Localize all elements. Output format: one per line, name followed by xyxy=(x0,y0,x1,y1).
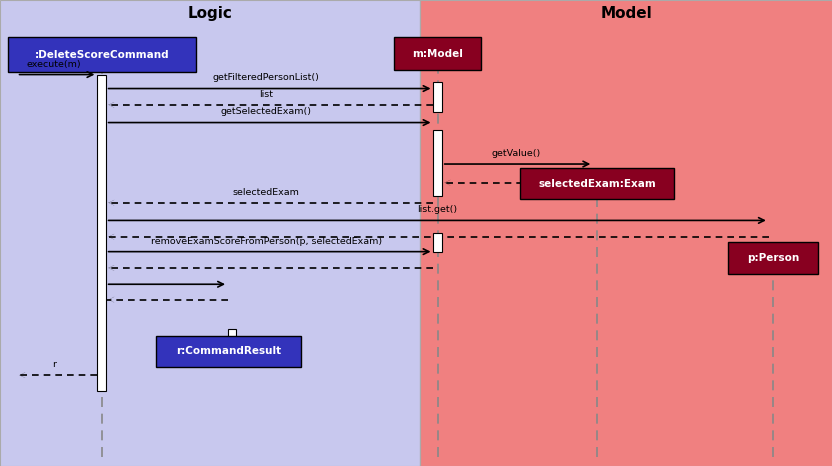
Text: execute(m): execute(m) xyxy=(27,60,82,69)
Text: Logic: Logic xyxy=(188,7,232,21)
Text: p:Person: p:Person xyxy=(747,253,799,263)
FancyBboxPatch shape xyxy=(0,0,420,466)
FancyBboxPatch shape xyxy=(593,174,602,197)
FancyBboxPatch shape xyxy=(228,329,236,347)
Text: selectedExam: selectedExam xyxy=(233,188,300,197)
Text: getValue(): getValue() xyxy=(491,149,541,158)
FancyBboxPatch shape xyxy=(433,130,442,196)
Text: r: r xyxy=(52,360,56,369)
FancyBboxPatch shape xyxy=(520,168,674,199)
Text: list.get(): list.get() xyxy=(417,206,457,214)
FancyBboxPatch shape xyxy=(156,336,301,367)
Text: selectedExam:Exam: selectedExam:Exam xyxy=(538,178,656,189)
FancyBboxPatch shape xyxy=(728,242,818,274)
Text: r:CommandResult: r:CommandResult xyxy=(176,346,281,356)
Text: removeExamScoreFromPerson(p, selectedExam): removeExamScoreFromPerson(p, selectedExa… xyxy=(151,237,382,246)
Text: getFilteredPersonList(): getFilteredPersonList() xyxy=(213,74,319,82)
FancyBboxPatch shape xyxy=(8,37,196,72)
Text: m:Model: m:Model xyxy=(412,48,463,59)
Text: getSelectedExam(): getSelectedExam() xyxy=(220,108,312,116)
FancyBboxPatch shape xyxy=(433,233,442,252)
FancyBboxPatch shape xyxy=(769,248,777,272)
Text: :DeleteScoreCommand: :DeleteScoreCommand xyxy=(35,50,169,60)
Text: Model: Model xyxy=(600,7,652,21)
FancyBboxPatch shape xyxy=(394,37,481,70)
FancyBboxPatch shape xyxy=(433,82,442,112)
FancyBboxPatch shape xyxy=(420,0,832,466)
Text: list: list xyxy=(260,90,273,99)
FancyBboxPatch shape xyxy=(97,75,106,391)
